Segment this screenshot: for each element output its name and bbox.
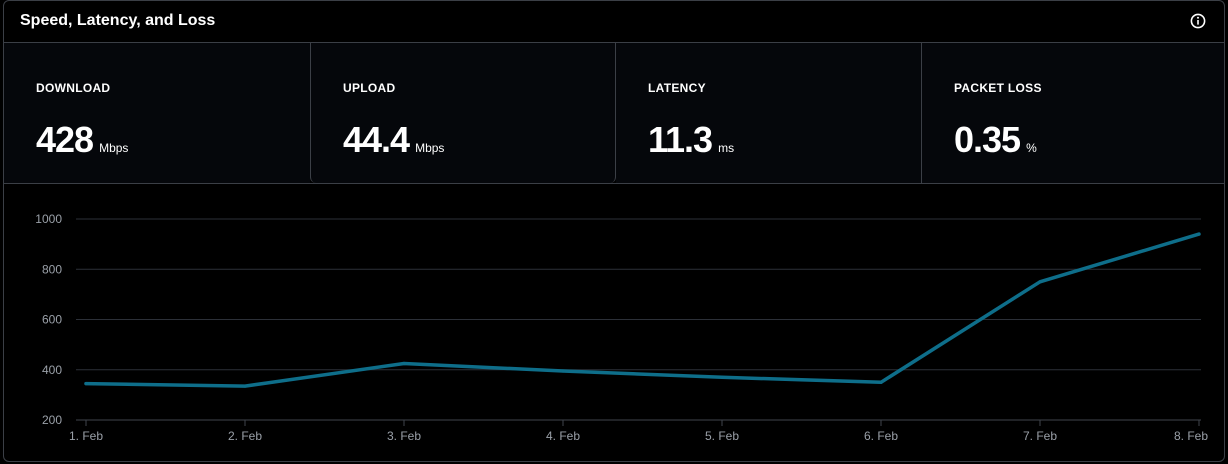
stat-value-row: 0.35%: [954, 119, 1037, 161]
stat-unit: ms: [718, 141, 735, 155]
stat-unit: Mbps: [415, 141, 445, 155]
stat-label: LATENCY: [648, 81, 706, 95]
stat-value: 11.3: [648, 119, 713, 160]
data-point[interactable]: [1197, 232, 1201, 236]
y-tick-label: 1000: [35, 212, 62, 226]
series-line: [84, 232, 1201, 388]
stat-download: DOWNLOAD 428 Mbps: [4, 43, 310, 183]
x-tick-label: 2. Feb: [228, 429, 262, 443]
stat-value: 44.4: [343, 119, 410, 160]
line-chart: 200 400 600 800 1000 1. Feb 2. Feb 3. Feb 4. Feb…: [35, 212, 1208, 443]
stat-packet-loss: PACKET LOSS 0.35%: [922, 43, 1224, 183]
stat-unit: Mbps: [99, 141, 129, 155]
stat-value: 0.35: [954, 119, 1021, 160]
stat-value-row: 428 Mbps: [36, 119, 128, 161]
data-point[interactable]: [561, 369, 565, 373]
stat-label: UPLOAD: [343, 81, 396, 95]
stat-value-row: 44.4 Mbps: [343, 119, 444, 161]
x-tick-label: 7. Feb: [1023, 429, 1057, 443]
x-tick-label: 8. Feb: [1174, 429, 1208, 443]
stat-latency: LATENCY 11.3 ms: [616, 43, 922, 183]
speed-latency-loss-panel: Speed, Latency, and Loss DOWNLOAD 428 Mbp…: [3, 0, 1225, 462]
x-tick-label: 4. Feb: [546, 429, 580, 443]
stat-value-row: 11.3 ms: [648, 119, 734, 161]
y-tick-label: 600: [42, 313, 62, 327]
x-tick-label: 5. Feb: [705, 429, 739, 443]
data-point[interactable]: [243, 384, 247, 388]
data-point[interactable]: [720, 375, 724, 379]
stat-unit: %: [1026, 141, 1037, 155]
stats-row: DOWNLOAD 428 Mbps UPLOAD 44.4 Mbps LATENCY…: [4, 43, 1224, 184]
panel-header: Speed, Latency, and Loss: [4, 1, 1224, 43]
y-tick-label: 800: [42, 262, 62, 276]
y-tick-label: 400: [42, 363, 62, 377]
data-point[interactable]: [402, 361, 406, 366]
stat-label: DOWNLOAD: [36, 81, 111, 95]
line-chart-area: 200 400 600 800 1000 1. Feb 2. Feb 3. Feb 4. Feb…: [4, 184, 1224, 461]
data-point[interactable]: [1038, 280, 1042, 284]
stat-value: 428: [36, 119, 94, 160]
data-point[interactable]: [84, 381, 88, 386]
x-tick-label: 6. Feb: [864, 429, 898, 443]
x-tick-label: 1. Feb: [69, 429, 103, 443]
x-tick-label: 3. Feb: [387, 429, 421, 443]
info-icon[interactable]: [1190, 13, 1206, 29]
stat-label: PACKET LOSS: [954, 81, 1042, 95]
stat-upload: UPLOAD 44.4 Mbps: [310, 43, 616, 183]
data-point[interactable]: [879, 380, 883, 384]
y-tick-label: 200: [42, 413, 62, 427]
panel-title: Speed, Latency, and Loss: [20, 12, 216, 29]
